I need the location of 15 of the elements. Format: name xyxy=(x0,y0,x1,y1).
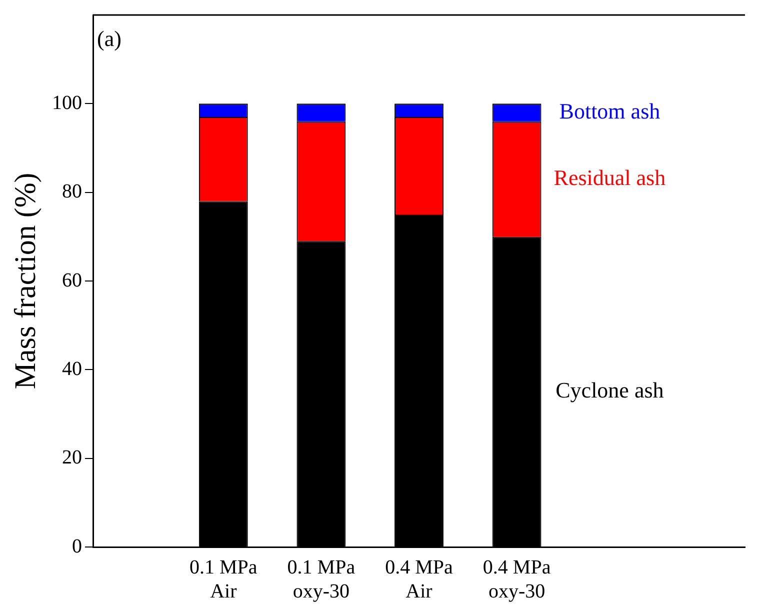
x-tick-label: 0.4 MPa oxy-30 xyxy=(482,556,551,602)
x-tick-label: 0.4 MPa Air xyxy=(385,556,454,602)
y-tick-label: 20 xyxy=(62,446,82,469)
series-label: Bottom ash xyxy=(559,98,660,124)
text: (a) xyxy=(97,26,122,51)
series-label: Cyclone ash xyxy=(556,378,664,403)
x-tick-label: 0.1 MPa Air xyxy=(190,556,258,602)
y-tick-label: 0 xyxy=(72,535,82,558)
y-tick-label: 100 xyxy=(52,92,82,114)
y-tick-label: 40 xyxy=(62,358,82,380)
series-label: Residual ash xyxy=(554,164,666,190)
y-tick-label: 80 xyxy=(62,180,82,203)
x-tick-label: 0.1 MPa oxy-30 xyxy=(287,556,356,602)
y-axis-title: Mass fraction (%) xyxy=(8,172,42,390)
y-tick-label: 60 xyxy=(62,269,82,292)
